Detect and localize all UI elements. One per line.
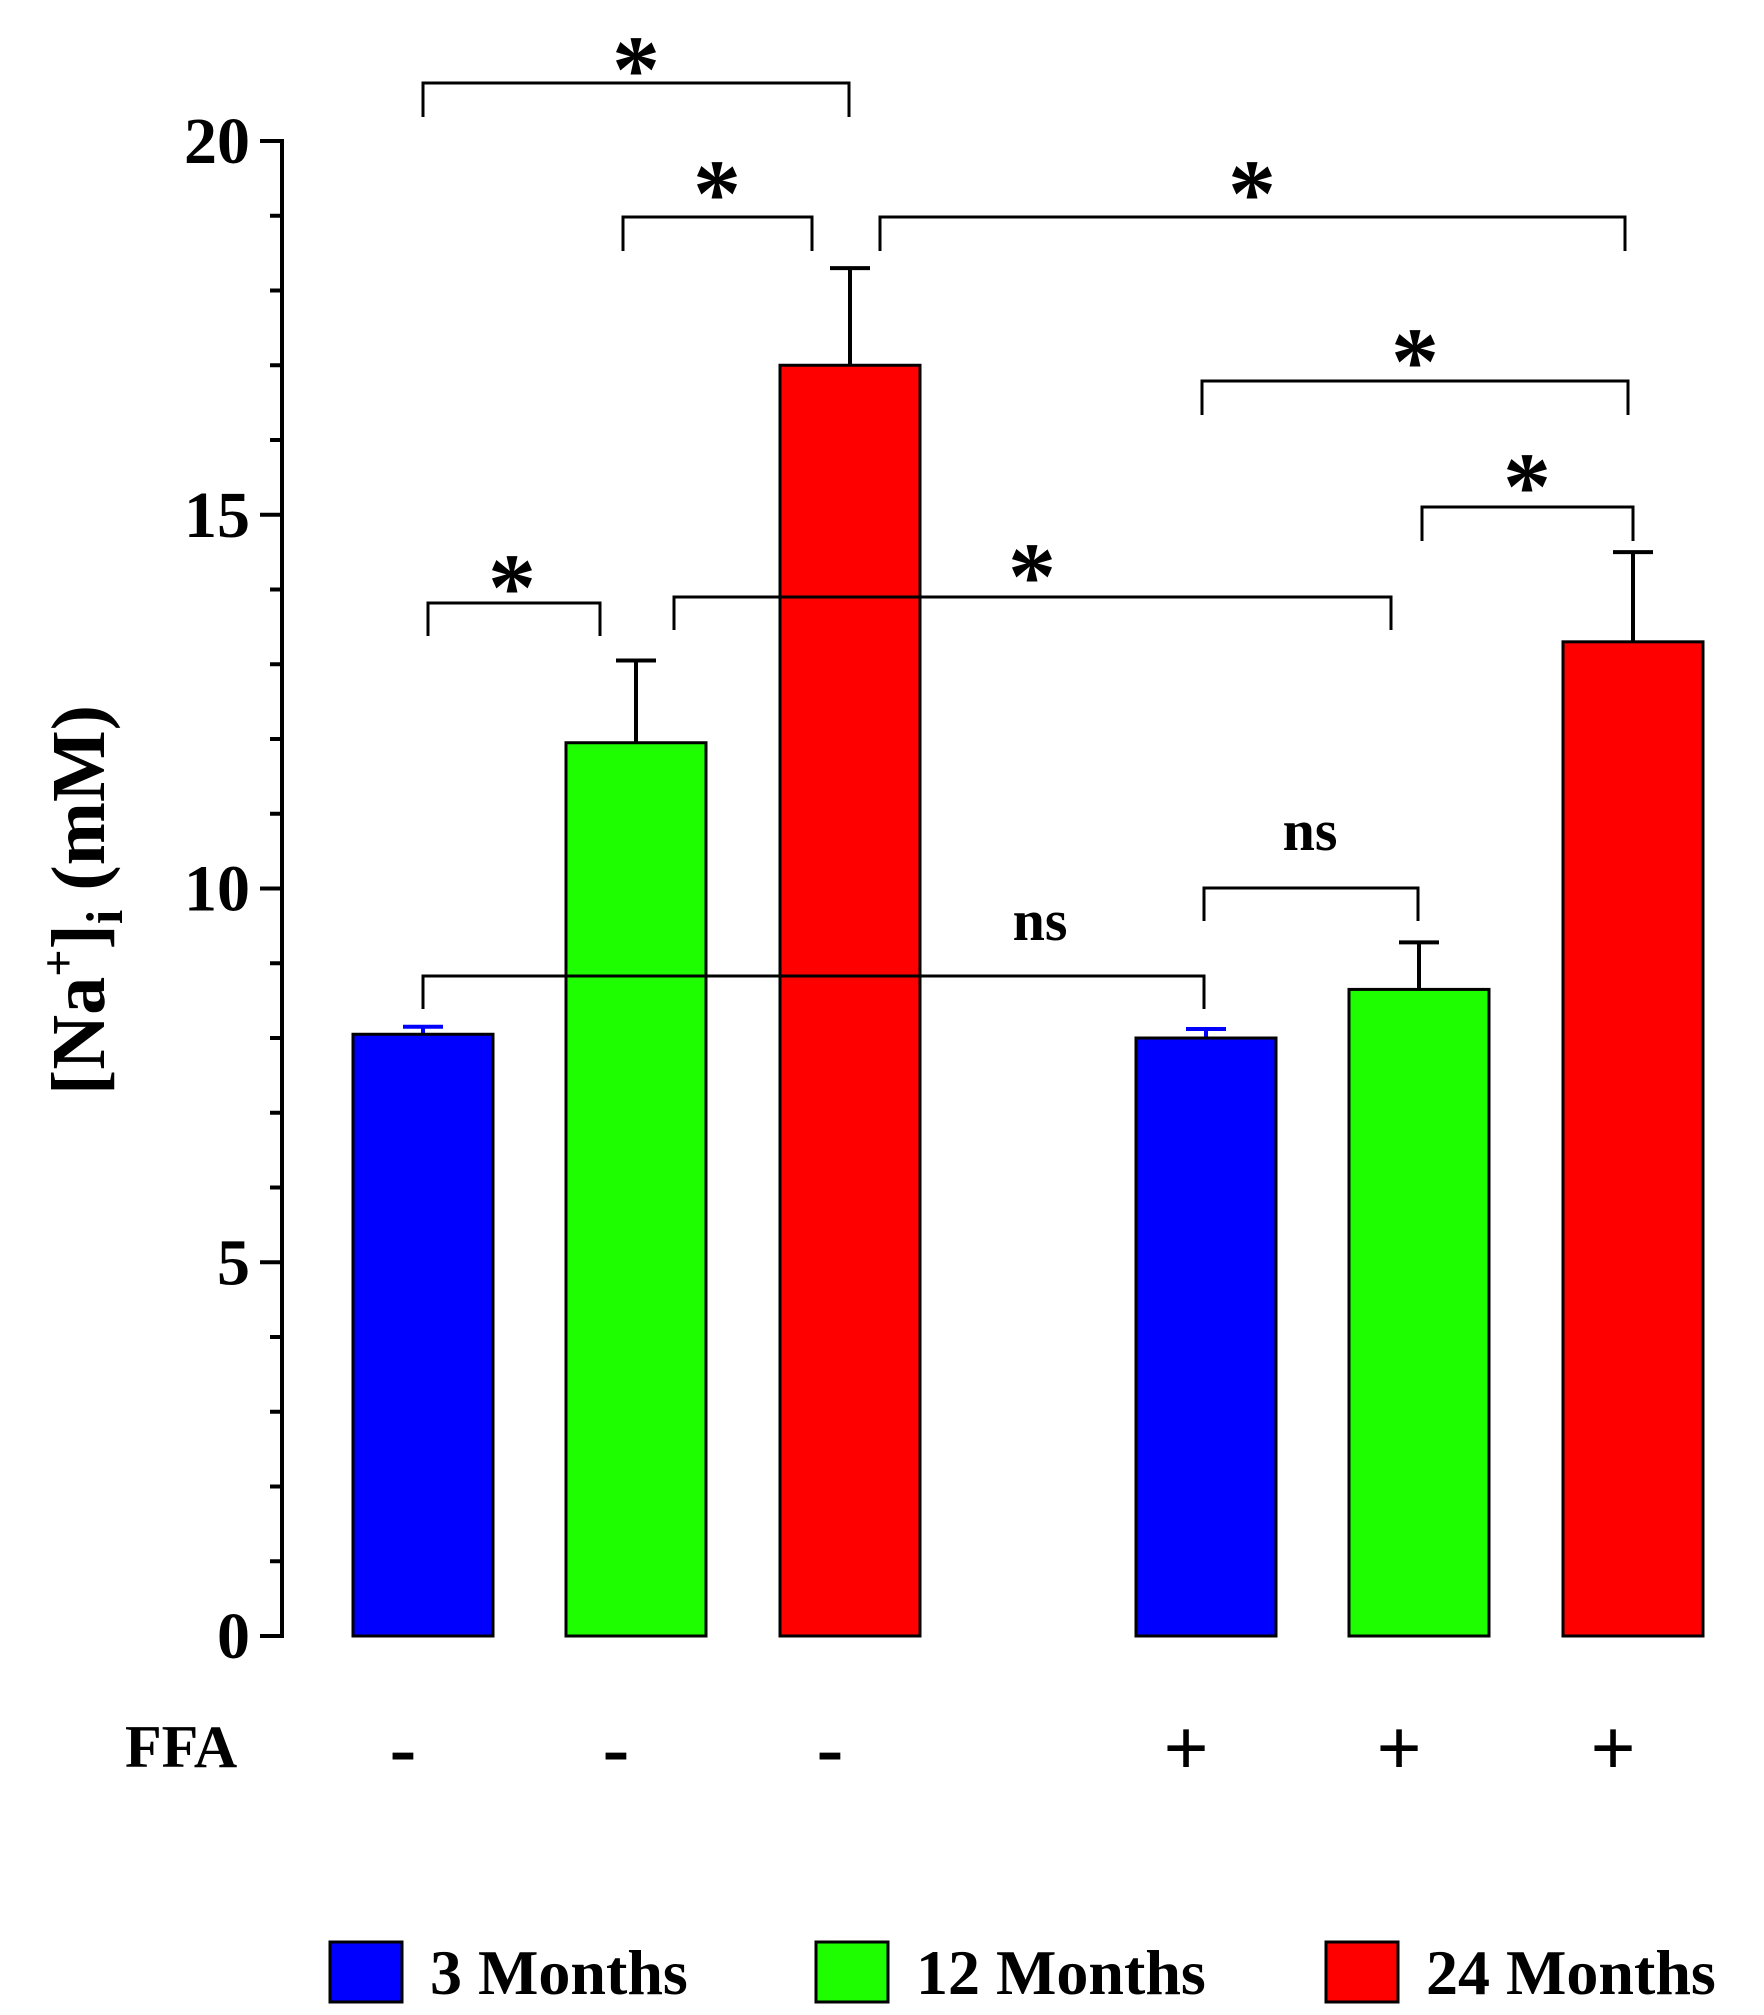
significance-star: *: [488, 534, 536, 641]
y-tick-label: 5: [217, 1226, 250, 1299]
y-axis-label: [Na+]i (mM): [32, 705, 134, 1095]
significance-star: *: [1228, 140, 1276, 247]
ffa-sign: -: [817, 1705, 844, 1793]
legend-swatch: [328, 1940, 404, 2004]
comparison-bracket: [878, 215, 1627, 251]
significance-star: *: [1391, 308, 1439, 415]
comparison-bracket: [421, 974, 1206, 1009]
y-tick-label: 0: [217, 1600, 250, 1673]
comparison-bracket: [426, 601, 602, 636]
bar: [778, 363, 922, 1638]
significance-ns: ns: [1283, 798, 1338, 863]
legend: 3 Months 12 Months 24 Months: [328, 1937, 1716, 2008]
comparison-bracket: [1420, 505, 1635, 541]
significance-brackets: * * * * * * * ns ns: [421, 16, 1635, 1009]
legend-label: 12 Months: [916, 1937, 1206, 2008]
comparison-bracket: [621, 215, 814, 251]
ffa-sign: -: [390, 1705, 417, 1793]
significance-star: *: [693, 140, 741, 247]
y-axis: 0 5 10 15 20: [184, 105, 284, 1673]
significance-star: *: [612, 16, 660, 123]
y-tick-label: 10: [184, 853, 250, 926]
comparison-bracket: [672, 595, 1393, 630]
significance-star: *: [1503, 433, 1551, 540]
ffa-row: FFA - - - + + +: [125, 1705, 1636, 1793]
bar: [564, 741, 708, 1638]
comparison-bracket: [1202, 886, 1420, 921]
significance-star: *: [1008, 523, 1056, 630]
bar: [1134, 1036, 1278, 1638]
ffa-sign: +: [1163, 1705, 1209, 1793]
significance-ns: ns: [1013, 888, 1068, 953]
bar: [351, 1032, 495, 1638]
bar: [1561, 640, 1705, 1638]
ffa-sign: +: [1590, 1705, 1636, 1793]
comparison-bracket: [421, 81, 851, 117]
ffa-sign: +: [1376, 1705, 1422, 1793]
legend-swatch: [1324, 1940, 1400, 2004]
legend-label: 24 Months: [1426, 1937, 1716, 2008]
ffa-row-label: FFA: [125, 1714, 237, 1780]
bar: [1347, 987, 1491, 1638]
legend-swatch: [814, 1940, 890, 2004]
y-tick-label: 15: [184, 479, 250, 552]
comparison-bracket: [1200, 379, 1630, 415]
ffa-sign: -: [603, 1705, 630, 1793]
legend-label: 3 Months: [430, 1937, 688, 2008]
bars: [351, 266, 1705, 1638]
y-tick-label: 20: [184, 105, 250, 178]
